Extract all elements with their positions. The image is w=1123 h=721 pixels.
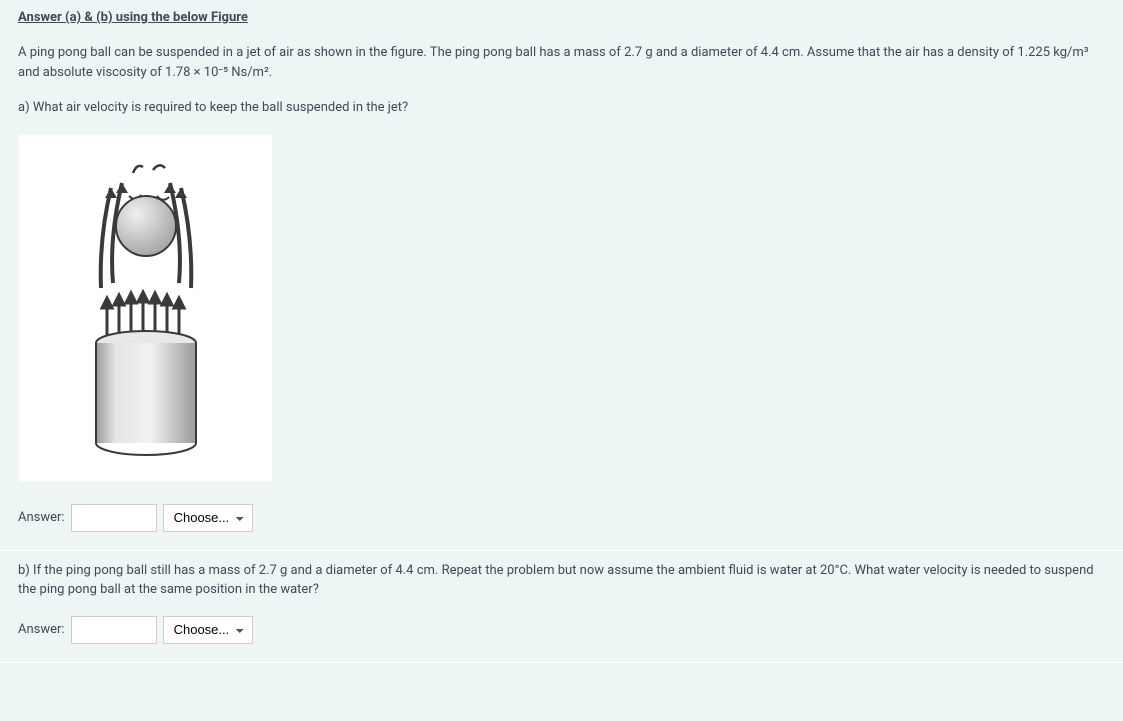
answer-input-b[interactable] (71, 616, 157, 644)
answer-label-a: Answer: (18, 510, 65, 525)
units-select-a[interactable]: Choose... (163, 504, 253, 532)
answer-row-b: Answer: Choose... (18, 616, 1105, 644)
subquestion-a: a) What air velocity is required to keep… (18, 98, 1105, 118)
problem-text-b: b) If the ping pong ball still has a mas… (18, 561, 1105, 600)
question-panel-b: b) If the ping pong ball still has a mas… (0, 551, 1123, 663)
jet-ball-figure (61, 148, 231, 468)
problem-text-a: A ping pong ball can be suspended in a j… (18, 43, 1105, 82)
question-panel-a: Answer (a) & (b) using the below Figure … (0, 0, 1123, 551)
answer-label-b: Answer: (18, 622, 65, 637)
figure-container (18, 134, 273, 482)
answer-input-a[interactable] (71, 504, 157, 532)
answer-row-a: Answer: Choose... (18, 504, 1105, 532)
units-select-b[interactable]: Choose... (163, 616, 253, 644)
panel-heading: Answer (a) & (b) using the below Figure (18, 10, 1105, 25)
